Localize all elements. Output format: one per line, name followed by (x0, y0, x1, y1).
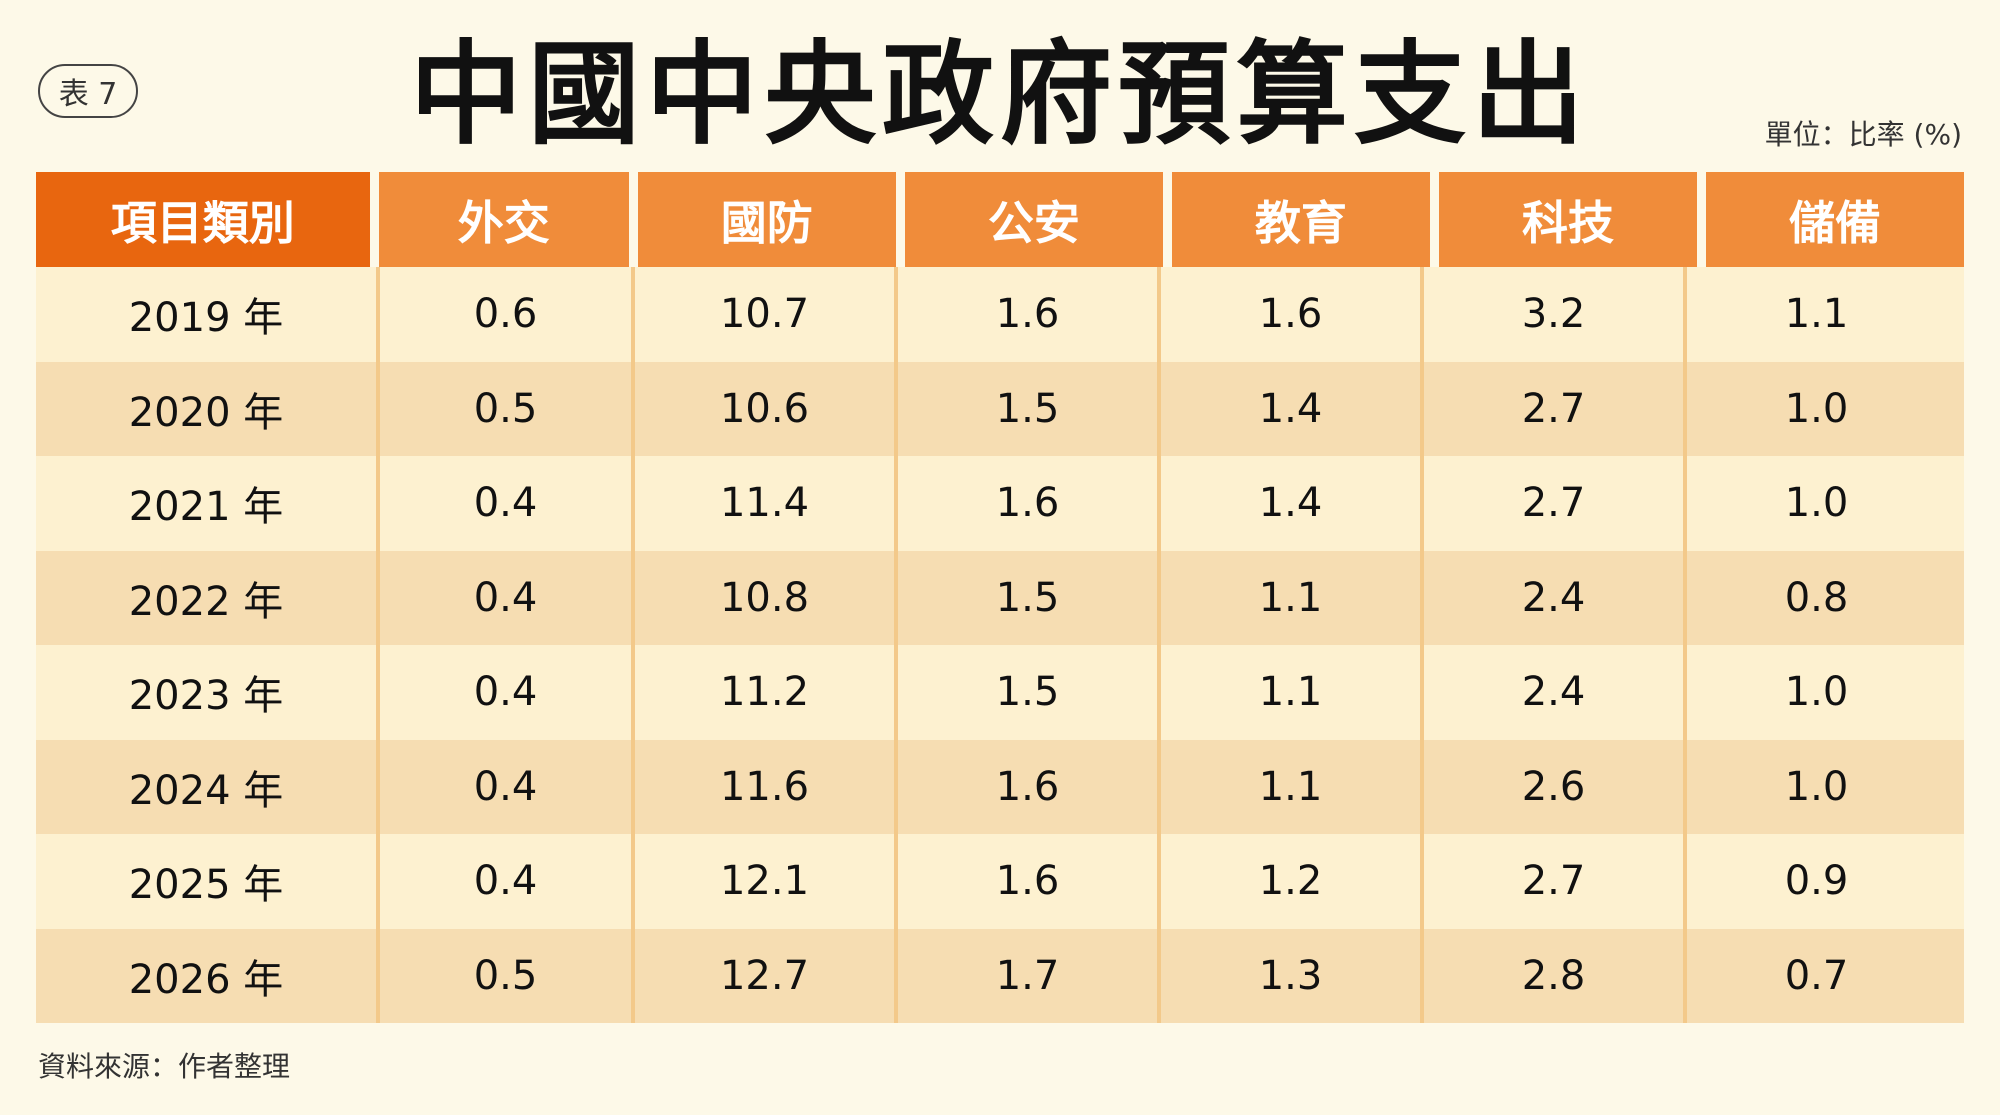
table-row: 2022 年 0.4 10.8 1.5 1.1 2.4 0.8 (36, 550, 1964, 645)
table-cell-value: 2.7 (1420, 361, 1683, 456)
source-note: 資料來源：作者整理 (38, 1050, 291, 1083)
table-body: 2019 年 0.6 10.7 1.6 1.6 3.2 1.1 2020 年 0.5 10.6 1.… (36, 267, 1964, 1023)
table-cell-value: 0.4 (376, 645, 631, 740)
table-cell-value: 0.5 (376, 928, 631, 1023)
table-cell-value: 11.6 (631, 739, 894, 834)
table-cell-value: 3.2 (1420, 267, 1683, 362)
table-cell-value: 1.3 (1157, 928, 1420, 1023)
table-cell-value: 10.7 (631, 267, 894, 362)
table-cell-value: 0.7 (1683, 928, 1946, 1023)
table-row: 2021 年 0.4 11.4 1.6 1.4 2.7 1.0 (36, 456, 1964, 551)
table-cell-value: 1.0 (1683, 361, 1946, 456)
table-cell-value: 0.6 (376, 267, 631, 362)
table-cell-value: 0.5 (376, 361, 631, 456)
table-cell-value: 0.8 (1683, 550, 1946, 645)
table-number-badge: 表 7 (38, 64, 138, 118)
table-header-row: 項目類別 外交 國防 公安 教育 科技 儲備 (36, 172, 1965, 267)
row-year-label: 2023 年 (128, 673, 284, 720)
table-cell-value: 10.6 (631, 361, 894, 456)
table-row: 2020 年 0.5 10.6 1.5 1.4 2.7 1.0 (36, 361, 1964, 456)
column-header: 公安 (904, 172, 1163, 267)
row-year-label: 2020 年 (128, 389, 284, 436)
table-cell-value: 1.1 (1683, 267, 1946, 362)
table-cell-value: 2.4 (1420, 550, 1683, 645)
table-cell-value: 2.7 (1420, 834, 1683, 929)
table-cell-value: 1.6 (894, 267, 1157, 362)
table-cell-value: 1.0 (1683, 739, 1946, 834)
table-cell-value: 1.4 (1157, 361, 1420, 456)
table-cell-value: 2.7 (1420, 456, 1683, 551)
table-cell-value: 0.4 (376, 834, 631, 929)
page-title: 中國中央政府預算支出 (410, 30, 1590, 160)
table-row: 2025 年 0.4 12.1 1.6 1.2 2.7 0.9 (36, 834, 1964, 929)
row-year-label: 2026 年 (128, 956, 284, 1003)
table-cell-value: 1.5 (894, 550, 1157, 645)
table-cell-value: 2.8 (1420, 928, 1683, 1023)
column-header: 教育 (1171, 172, 1430, 267)
column-header: 科技 (1438, 172, 1697, 267)
table-cell-value: 11.4 (631, 456, 894, 551)
table-cell-value: 1.0 (1683, 645, 1946, 740)
table-cell-value: 1.2 (1157, 834, 1420, 929)
table-cell-value: 0.4 (376, 739, 631, 834)
table-cell-value: 1.5 (894, 361, 1157, 456)
table-cell-value: 11.2 (631, 645, 894, 740)
row-year-label: 2021 年 (128, 484, 284, 531)
table-row: 2019 年 0.6 10.7 1.6 1.6 3.2 1.1 (36, 267, 1964, 362)
table-cell-value: 10.8 (631, 550, 894, 645)
table-cell-value: 1.7 (894, 928, 1157, 1023)
row-year-label: 2024 年 (128, 767, 284, 814)
table-cell-value: 0.9 (1683, 834, 1946, 929)
row-year-label: 2022 年 (128, 578, 284, 625)
table-cell-value: 1.1 (1157, 645, 1420, 740)
budget-table: 項目類別 外交 國防 公安 教育 科技 儲備 2019 年 0.6 10.7 1.6 1… (36, 172, 1965, 1023)
table-cell-value: 1.4 (1157, 456, 1420, 551)
table-cell-value: 1.0 (1683, 456, 1946, 551)
column-header: 儲備 (1705, 172, 1965, 267)
table-cell-value: 12.7 (631, 928, 894, 1023)
table-cell-value: 1.1 (1157, 739, 1420, 834)
table-row: 2026 年 0.5 12.7 1.7 1.3 2.8 0.7 (36, 928, 1964, 1023)
unit-label: 單位：比率 (%) (1764, 118, 1962, 151)
row-year-label: 2019 年 (128, 295, 284, 342)
table-cell-value: 1.6 (894, 456, 1157, 551)
table-cell-value: 2.6 (1420, 739, 1683, 834)
column-header: 外交 (378, 172, 629, 267)
table-cell-value: 1.6 (894, 834, 1157, 929)
table-row: 2024 年 0.4 11.6 1.6 1.1 2.6 1.0 (36, 739, 1964, 834)
table-cell-value: 1.6 (1157, 267, 1420, 362)
table-cell-value: 2.4 (1420, 645, 1683, 740)
table-cell-value: 1.5 (894, 645, 1157, 740)
table-cell-value: 1.6 (894, 739, 1157, 834)
row-year-label: 2025 年 (128, 862, 284, 909)
column-header: 項目類別 (36, 172, 370, 267)
table-cell-value: 12.1 (631, 834, 894, 929)
table-cell-value: 0.4 (376, 456, 631, 551)
table-row: 2023 年 0.4 11.2 1.5 1.1 2.4 1.0 (36, 645, 1964, 740)
table-cell-value: 1.1 (1157, 550, 1420, 645)
column-header: 國防 (637, 172, 896, 267)
table-cell-value: 0.4 (376, 550, 631, 645)
